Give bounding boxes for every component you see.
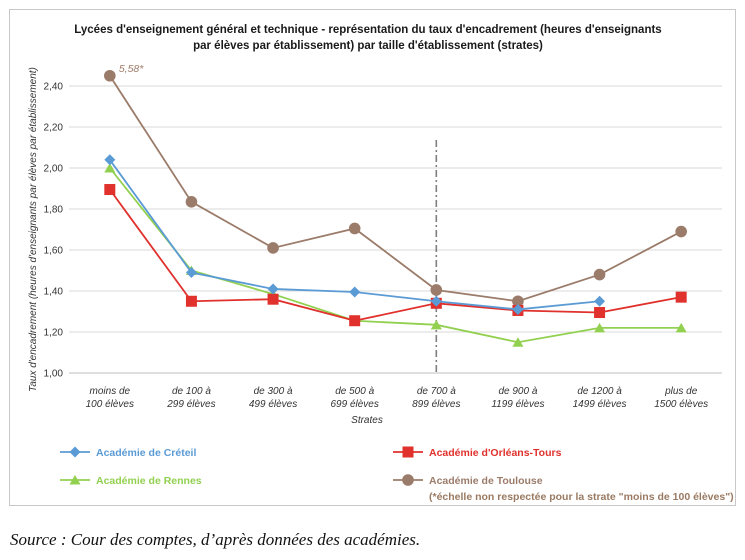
data-point-academie-d-orleans-tours <box>594 307 606 319</box>
legend-label-academie-de-toulouse: Académie de Toulouse <box>429 475 543 487</box>
x-tick-label-line1: de 900 à <box>498 386 537 397</box>
annotation-label: 5,58* <box>119 63 144 75</box>
x-axis-title: Strates <box>351 415 383 426</box>
data-point-academie-de-rennes <box>430 319 442 330</box>
legend-marker-academie-de-creteil <box>69 446 81 458</box>
data-point-academie-de-toulouse <box>430 284 443 296</box>
x-tick-label-line2: 1499 élèves <box>573 399 627 410</box>
y-tick-label: 1,80 <box>44 205 64 216</box>
y-tick-label: 1,20 <box>44 328 64 339</box>
data-point-academie-de-creteil <box>104 154 116 166</box>
line-chart: Lycées d'enseignement général et techniq… <box>28 24 734 503</box>
x-tick-label-line2: 100 élèves <box>86 399 134 410</box>
data-point-academie-de-creteil <box>349 286 361 298</box>
x-tick-label-line1: moins de <box>90 386 131 397</box>
data-point-academie-de-creteil <box>594 295 606 307</box>
legend-note: (*échelle non respectée pour la strate "… <box>429 491 734 503</box>
chart-title-line-1: Lycées d'enseignement général et techniq… <box>74 24 661 36</box>
x-tick-label-line1: de 300 à <box>254 386 293 397</box>
data-point-academie-de-creteil <box>512 303 524 315</box>
data-point-academie-de-creteil <box>185 267 197 279</box>
x-tick-label-line2: 499 élèves <box>249 399 297 410</box>
x-tick-label-line1: de 700 à <box>417 386 456 397</box>
chart-title-line-2: par élèves par établissement) par taille… <box>193 40 543 52</box>
data-point-academie-d-orleans-tours <box>185 295 197 307</box>
legend-marker-academie-d-orleans-tours <box>402 446 414 458</box>
x-tick-label-line2: 1500 élèves <box>654 399 708 410</box>
y-tick-label: 2,20 <box>44 123 64 134</box>
data-point-academie-de-rennes <box>675 322 687 333</box>
legend-label-academie-d-orleans-tours: Académie d'Orléans-Tours <box>429 447 562 459</box>
source-note: Source : Cour des comptes, d’après donné… <box>10 530 421 549</box>
x-tick-label-line1: de 100 à <box>172 386 211 397</box>
x-tick-label-line1: de 500 à <box>335 386 374 397</box>
data-point-academie-de-toulouse <box>185 196 198 208</box>
y-axis-title: Taux d'encadrement (heures d'enseignants… <box>28 67 39 392</box>
series-line-academie-de-toulouse <box>109 75 682 303</box>
data-point-academie-de-rennes <box>512 337 524 347</box>
x-tick-label-line2: 899 élèves <box>412 399 460 410</box>
legend-label-academie-de-creteil: Académie de Créteil <box>96 447 196 459</box>
x-tick-label-line1: plus de <box>664 386 698 397</box>
x-tick-label-line2: 699 élèves <box>331 399 379 410</box>
legend-marker-academie-de-rennes <box>69 475 81 485</box>
chart-frame: Lycées d'enseignement général et techniq… <box>9 9 736 506</box>
y-tick-label: 2,00 <box>44 164 64 175</box>
data-point-academie-de-toulouse <box>267 242 279 254</box>
data-point-academie-de-rennes <box>594 322 606 333</box>
data-point-academie-d-orleans-tours <box>349 315 361 327</box>
y-tick-label: 1,60 <box>44 246 64 257</box>
data-point-academie-de-toulouse <box>348 222 361 235</box>
x-tick-label-line2: 299 élèves <box>166 399 215 410</box>
x-tick-label-line1: de 1200 à <box>577 386 622 397</box>
data-point-academie-de-rennes <box>104 163 116 173</box>
data-point-academie-d-orleans-tours <box>104 184 116 196</box>
data-point-academie-de-toulouse <box>675 225 687 238</box>
data-point-academie-de-creteil <box>430 295 442 307</box>
legend-label-academie-de-rennes: Académie de Rennes <box>96 475 202 487</box>
data-point-academie-de-creteil <box>267 283 279 295</box>
data-point-academie-de-toulouse <box>593 268 606 281</box>
y-tick-label: 1,40 <box>44 287 64 298</box>
data-point-academie-d-orleans-tours <box>675 291 687 303</box>
y-tick-label: 2,40 <box>44 82 64 93</box>
series-line-academie-d-orleans-tours <box>109 188 682 322</box>
y-tick-label: 1,00 <box>44 369 64 380</box>
data-point-academie-d-orleans-tours <box>267 293 279 305</box>
x-tick-label-line2: 1199 élèves <box>491 399 544 410</box>
data-point-academie-de-toulouse <box>104 69 116 82</box>
legend-marker-academie-de-toulouse <box>402 474 414 486</box>
data-point-academie-de-toulouse <box>512 295 524 308</box>
